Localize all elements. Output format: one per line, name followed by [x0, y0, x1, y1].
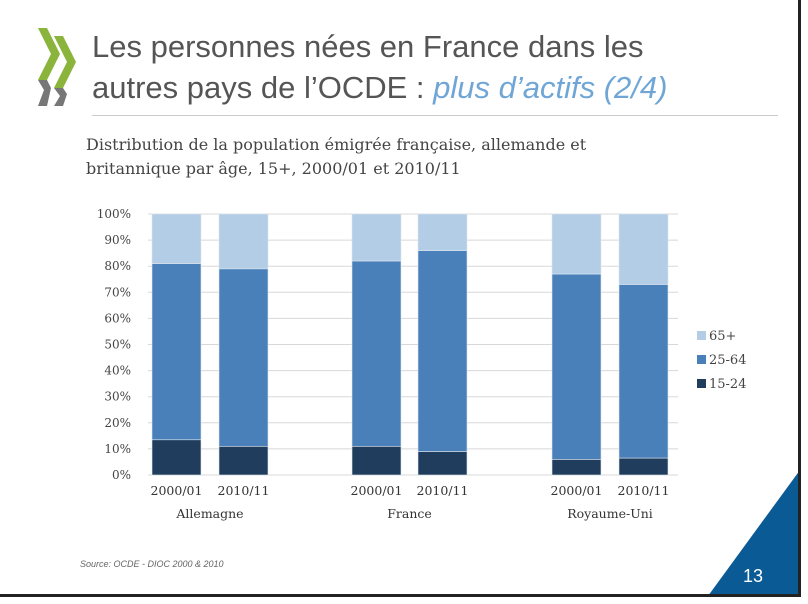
y-tick-label: 30% [104, 390, 131, 404]
title-line-1: Les personnes nées en France dans les [92, 29, 644, 64]
y-tick-label: 10% [104, 442, 131, 456]
legend-swatch [697, 355, 706, 364]
legend-swatch [697, 379, 706, 388]
x-tick-label: 2000/01 [151, 483, 203, 498]
bar-segment-15-24 [618, 457, 669, 476]
legend-label: 65+ [709, 329, 736, 344]
y-tick-label: 100% [97, 207, 131, 221]
chart-title: Distribution de la population émigrée fr… [86, 135, 587, 178]
page-corner-triangle [709, 472, 798, 594]
y-tick-label: 40% [104, 364, 131, 378]
bar-segment-15-24 [218, 445, 269, 476]
title-accent: plus d’actifs (2/4) [433, 70, 668, 105]
bar-segment-25-64 [151, 263, 202, 441]
bar-segment-25-64 [351, 260, 402, 447]
x-tick-label: 2010/11 [618, 483, 670, 498]
bar-segment-65+ [618, 213, 669, 285]
bar-segment-25-64 [417, 250, 468, 452]
group-label: Royaume-Uni [567, 506, 653, 521]
x-tick-label: 2010/11 [218, 483, 270, 498]
legend-label: 15-24 [709, 377, 746, 392]
bar-segment-65+ [417, 213, 468, 251]
bar-segment-15-24 [351, 445, 402, 476]
bar-segment-65+ [151, 213, 202, 264]
bar-segment-65+ [218, 213, 269, 270]
y-tick-label: 90% [104, 233, 131, 247]
oecd-logo-icon [38, 28, 76, 106]
bar-segment-15-24 [151, 439, 202, 476]
legend-label: 25-64 [709, 353, 746, 368]
bar-segment-65+ [351, 213, 402, 262]
bar-segment-25-64 [218, 268, 269, 447]
bar-segment-25-64 [618, 284, 669, 459]
bar-segment-15-24 [551, 459, 602, 476]
y-tick-label: 20% [104, 416, 131, 430]
stacked-bar-chart: 0% 10% 20% 30% 40% 50% 60% 70% 80% 90% 100% 2000/01… [97, 207, 747, 521]
bar-segment-25-64 [551, 273, 602, 460]
y-tick-label: 80% [104, 259, 131, 273]
group-label: France [387, 506, 432, 521]
title-divider [92, 115, 778, 116]
y-tick-label: 0% [112, 468, 131, 482]
source-note: Source: OCDE - DIOC 2000 & 2010 [80, 559, 224, 569]
legend-swatch [697, 331, 706, 340]
y-tick-label: 70% [104, 285, 131, 299]
x-tick-label: 2010/11 [417, 483, 469, 498]
title-line-2: autres pays de l’OCDE : [92, 70, 434, 105]
slide: Les personnes nées en France dans les au… [0, 0, 801, 597]
x-tick-label: 2000/01 [551, 483, 603, 498]
bar-segment-65+ [551, 213, 602, 275]
bar-segment-15-24 [417, 451, 468, 476]
y-tick-label: 60% [104, 311, 131, 325]
y-tick-label: 50% [104, 338, 131, 352]
page-number: 13 [743, 566, 764, 586]
slide-title: Les personnes nées en France dans les au… [92, 26, 667, 108]
x-tick-label: 2000/01 [351, 483, 403, 498]
group-label: Allemagne [175, 506, 243, 521]
